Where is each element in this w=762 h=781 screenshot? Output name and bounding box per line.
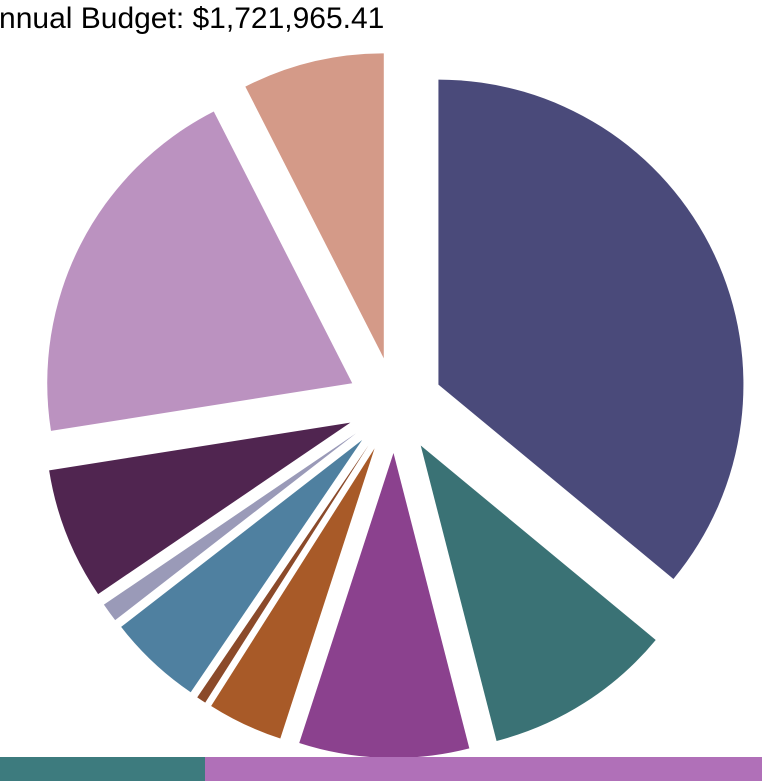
pie-slice: [438, 79, 744, 579]
pie-slice: [49, 422, 351, 595]
pie-slice: [47, 111, 353, 431]
pie-slice: [197, 445, 369, 703]
pie-slice: [245, 53, 384, 359]
legend-swatch: [205, 757, 762, 781]
pie-slice: [121, 439, 363, 693]
pie-slice: [211, 448, 375, 739]
pie-slice: [103, 433, 357, 621]
chart-title: Annual Budget: $1,721,965.41: [0, 2, 384, 35]
pie: [47, 53, 744, 758]
legend-swatch: [0, 757, 230, 781]
pie-slice: [420, 445, 656, 741]
pie-slice: [299, 452, 470, 758]
